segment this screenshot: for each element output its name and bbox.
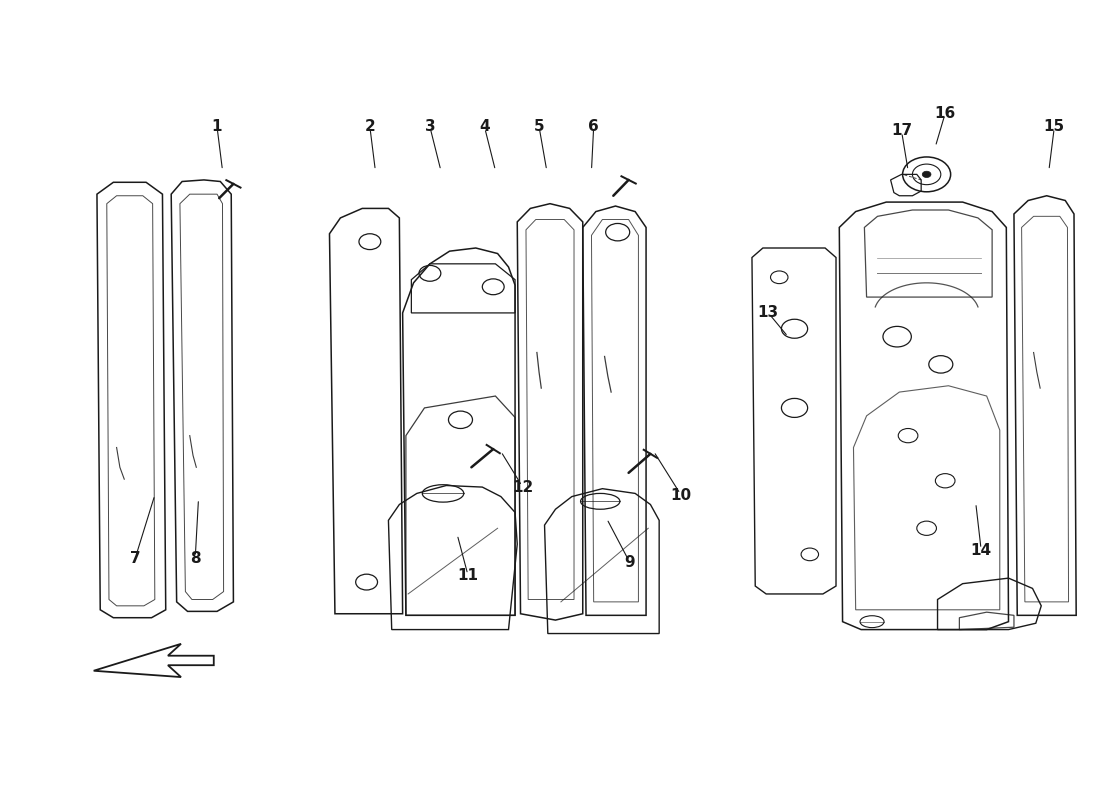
Text: 12: 12 <box>513 479 534 494</box>
Text: 4: 4 <box>480 119 490 134</box>
Text: 14: 14 <box>970 543 992 558</box>
Text: 9: 9 <box>625 554 635 570</box>
Circle shape <box>922 171 931 178</box>
Text: 1: 1 <box>212 119 222 134</box>
Text: 16: 16 <box>935 106 956 121</box>
Text: 10: 10 <box>670 487 692 502</box>
Text: 8: 8 <box>190 551 200 566</box>
Text: 11: 11 <box>458 568 478 583</box>
Text: 17: 17 <box>891 123 912 138</box>
Text: 3: 3 <box>425 119 436 134</box>
Text: 6: 6 <box>588 119 600 134</box>
Text: 2: 2 <box>364 119 375 134</box>
Text: 15: 15 <box>1044 119 1065 134</box>
Text: 5: 5 <box>534 119 544 134</box>
Text: 7: 7 <box>130 551 141 566</box>
Text: 13: 13 <box>758 306 779 321</box>
